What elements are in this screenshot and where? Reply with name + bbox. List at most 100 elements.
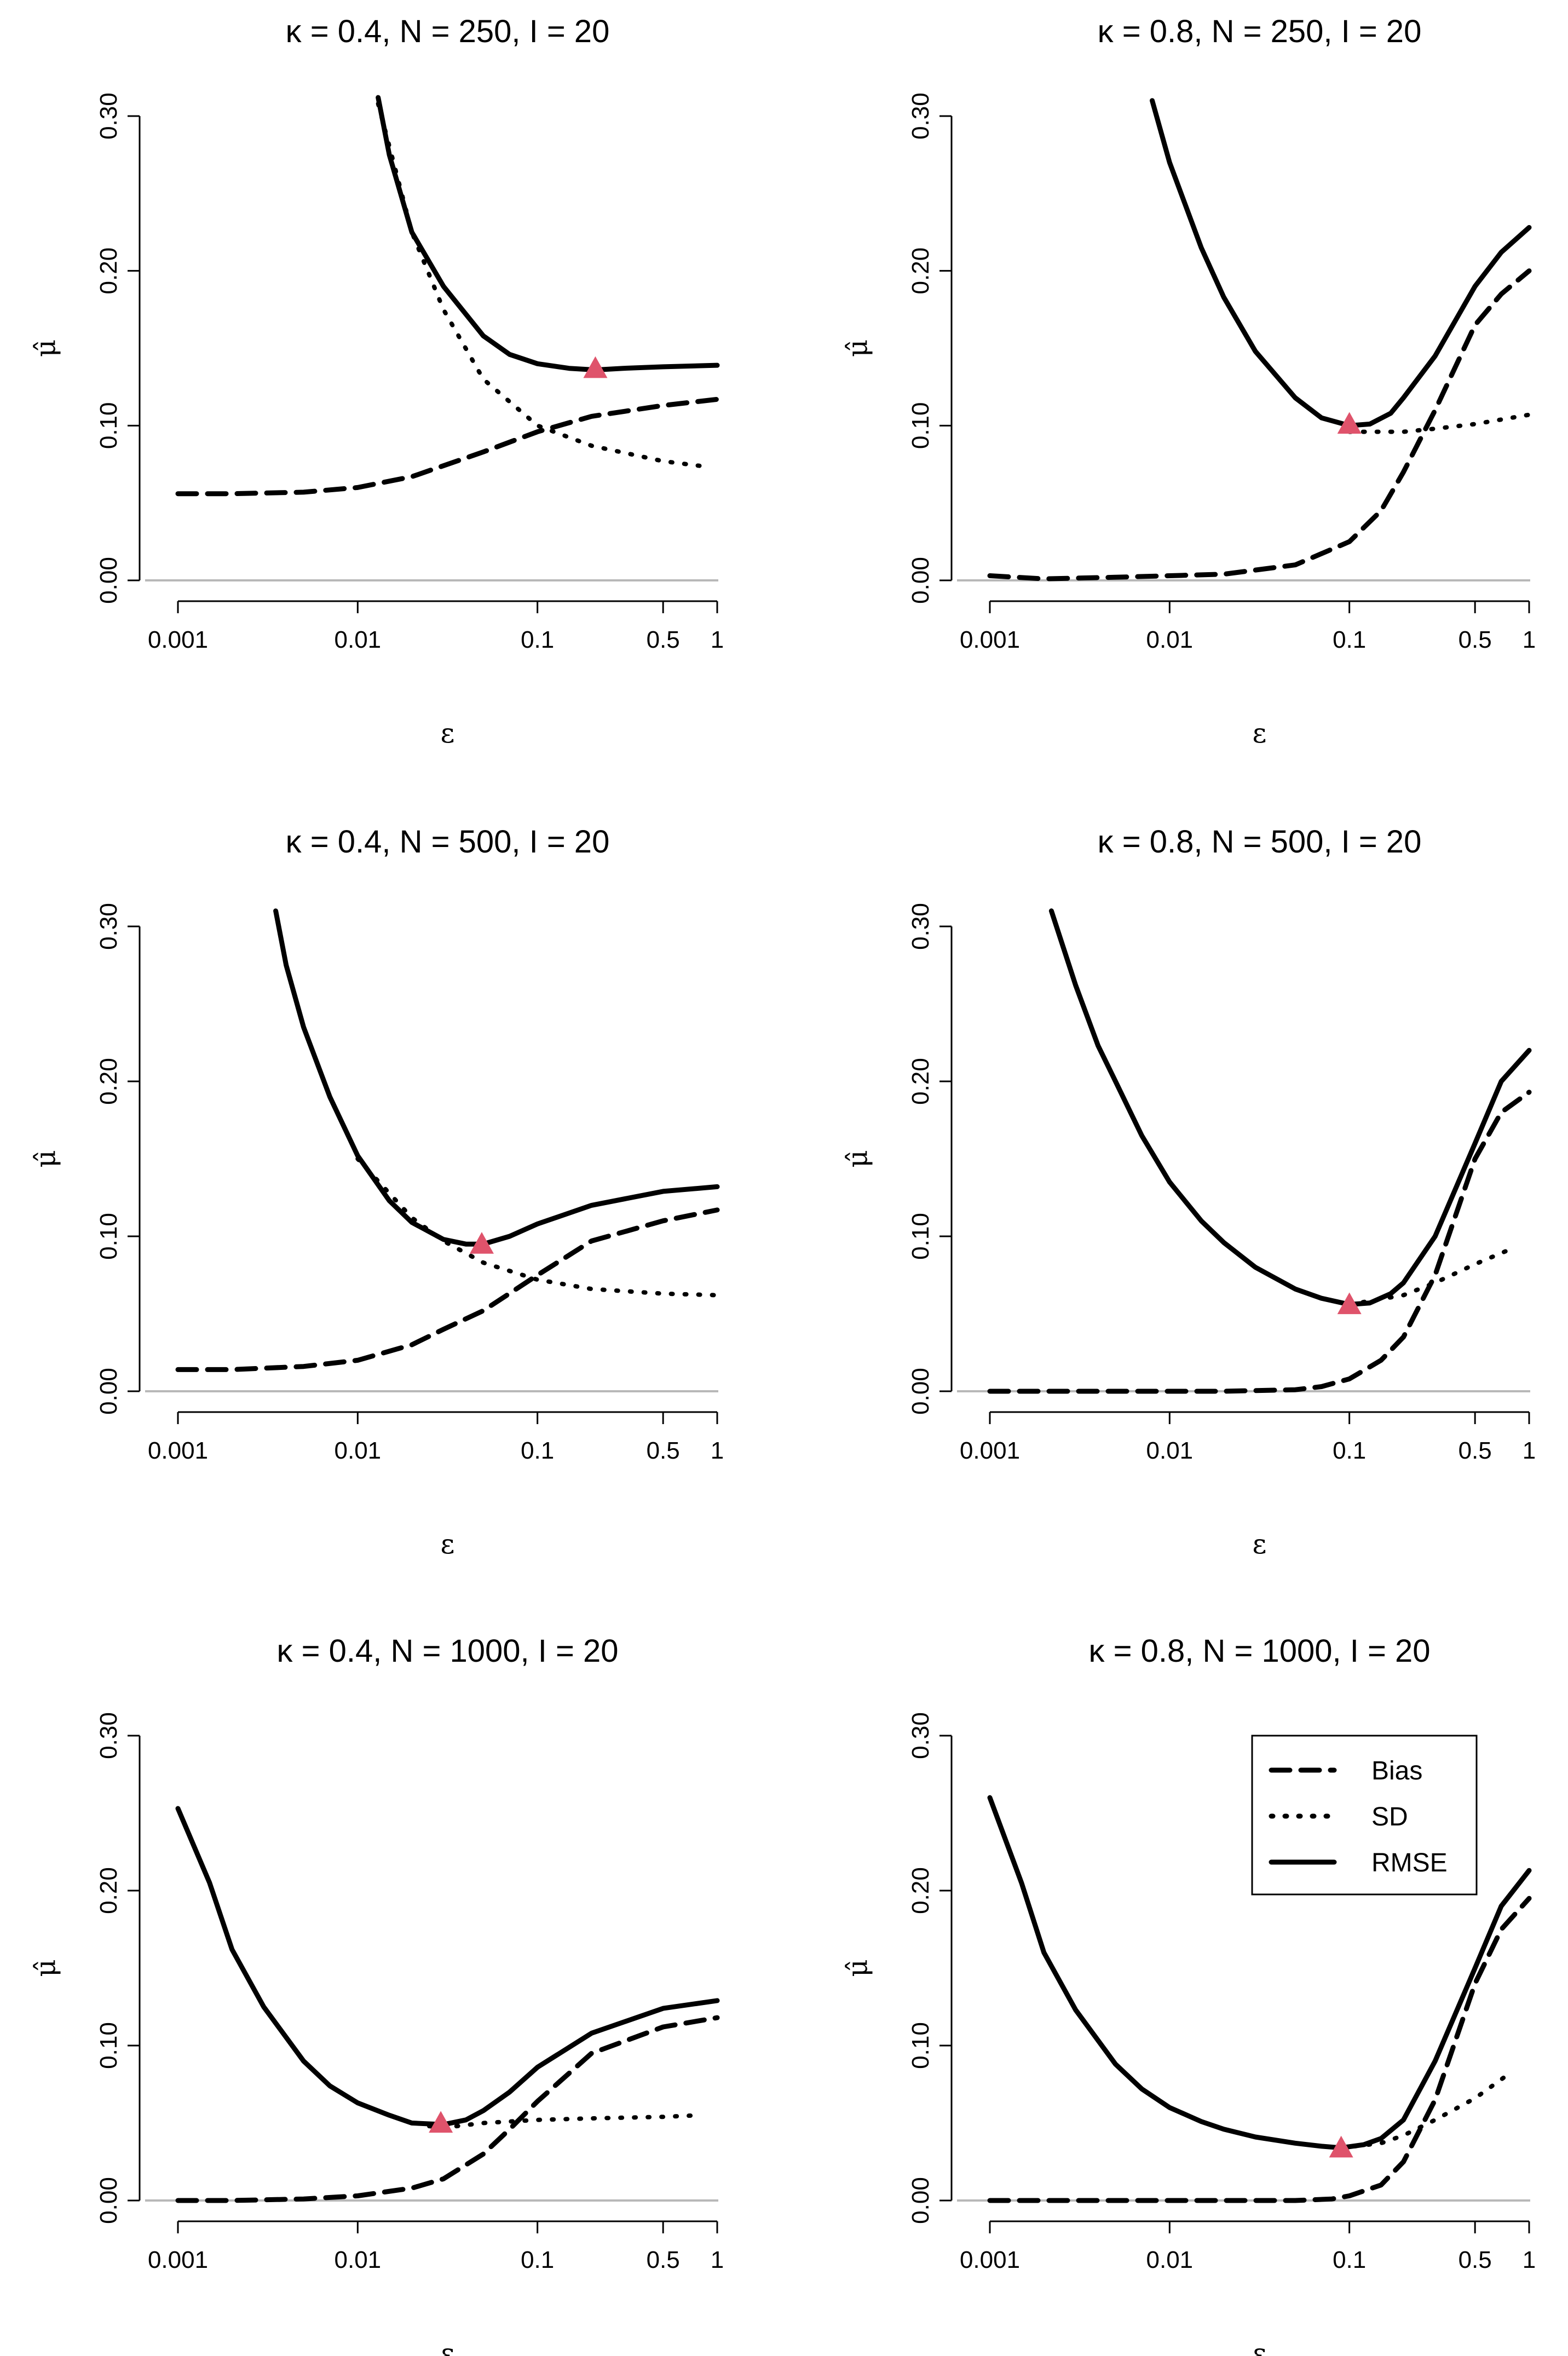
legend: Bias SD RMSE [1251, 1735, 1478, 1896]
y-axis-label: μ̂ [30, 1959, 61, 1977]
series-sd-line [1339, 2070, 1514, 2150]
x-tick-label: 0.001 [148, 2246, 208, 2273]
series-rmse-line [273, 908, 720, 1247]
x-axis-label: ε [441, 717, 455, 749]
x-tick-label: 0.5 [647, 1437, 680, 1464]
x-axis-label: ε [441, 1528, 455, 1560]
y-tick-label: 0.30 [907, 1712, 934, 1759]
x-axis-label: ε [1253, 2337, 1267, 2356]
series-bias-line [987, 268, 1532, 581]
x-tick-label: 0.1 [1333, 1437, 1366, 1464]
series-sd-line [355, 1156, 719, 1298]
x-tick-label: 0.5 [1459, 1437, 1492, 1464]
y-tick-label: 0.30 [95, 93, 122, 140]
y-tick-label: 0.00 [907, 557, 934, 604]
y-tick-label: 0.30 [907, 93, 934, 140]
y-tick-label: 0.10 [907, 1213, 934, 1260]
x-tick-label: 0.001 [960, 626, 1020, 653]
x-tick-label: 0.001 [960, 1437, 1020, 1464]
chart-panel-2: κ = 0.8, N = 250, I = 20 0.00 0.10 0.20 0.30… [841, 14, 1536, 749]
y-tick-label: 0.20 [907, 1867, 934, 1914]
x-tick-label: 0.01 [1146, 626, 1194, 653]
chart-title: κ = 0.8, N = 1000, I = 20 [1089, 1633, 1431, 1669]
y-tick-label: 0.10 [95, 402, 122, 450]
x-tick-label: 0.1 [521, 1437, 554, 1464]
legend-sd-label: SD [1371, 1802, 1408, 1831]
series-rmse-line [1048, 908, 1532, 1307]
x-tick-label: 1 [1523, 2246, 1536, 2273]
series-rmse-line [376, 95, 720, 373]
chart-title: κ = 0.8, N = 250, I = 20 [1098, 14, 1422, 49]
y-tick-label: 0.20 [907, 247, 934, 295]
y-tick-label: 0.00 [95, 1368, 122, 1415]
legend-box [1251, 1735, 1478, 1896]
x-tick-label: 0.001 [148, 626, 208, 653]
x-tick-label: 0.01 [1146, 1437, 1194, 1464]
x-tick-label: 0.01 [335, 2246, 382, 2273]
y-tick-label: 0.20 [907, 1058, 934, 1105]
legend-rmse-label: RMSE [1371, 1848, 1448, 1877]
x-axis-label: ε [1253, 1528, 1267, 1560]
series-sd-line [376, 101, 702, 468]
y-tick-label: 0.10 [907, 2022, 934, 2069]
x-tick-label: 0.5 [1459, 2246, 1492, 2273]
series-sd-line [1347, 1246, 1514, 1307]
x-tick-label: 1 [711, 626, 724, 653]
y-axis-label: μ̂ [841, 1959, 873, 1977]
optimum-marker [583, 356, 608, 378]
y-axis-label: μ̂ [30, 1150, 61, 1168]
x-tick-label: 0.1 [521, 2246, 554, 2273]
series-bias-line [175, 2015, 720, 2203]
series-bias-line [987, 1090, 1532, 1394]
series-bias-line [175, 1207, 720, 1372]
x-axis-label: ε [1253, 717, 1267, 749]
chart-title: κ = 0.4, N = 250, I = 20 [286, 14, 610, 49]
y-axis-label: μ̂ [841, 1150, 873, 1168]
x-tick-label: 1 [1523, 626, 1536, 653]
x-tick-label: 0.5 [647, 2246, 680, 2273]
x-tick-label: 0.5 [1459, 626, 1492, 653]
series-rmse-line [175, 1806, 720, 2127]
x-tick-label: 0.01 [335, 1437, 382, 1464]
chart-panel-4: κ = 0.8, N = 500, I = 20 0.00 0.10 0.20 0.30… [841, 824, 1536, 1560]
x-tick-label: 0.01 [1146, 2246, 1194, 2273]
x-tick-label: 1 [711, 2246, 724, 2273]
chart-title: κ = 0.4, N = 500, I = 20 [286, 824, 610, 860]
x-axis-label: ε [441, 2337, 455, 2356]
x-tick-label: 1 [711, 1437, 724, 1464]
y-tick-label: 0.10 [95, 1213, 122, 1260]
series-bias-line [175, 396, 720, 497]
x-tick-label: 0.1 [521, 626, 554, 653]
y-tick-label: 0.00 [907, 2177, 934, 2224]
chart-panel-6: κ = 0.8, N = 1000, I = 20 0.00 0.10 0.20 0.3… [841, 1633, 1536, 2356]
optimum-marker [1329, 2135, 1353, 2158]
legend-bias-label: Bias [1371, 1756, 1422, 1785]
chart-panel-3: κ = 0.4, N = 500, I = 20 0.00 0.10 0.20 0.30… [30, 824, 724, 1560]
x-tick-label: 0.001 [148, 1437, 208, 1464]
y-tick-label: 0.20 [95, 247, 122, 295]
y-tick-label: 0.20 [95, 1867, 122, 1914]
y-tick-label: 0.30 [95, 903, 122, 950]
y-tick-label: 0.00 [95, 557, 122, 604]
chart-panel-5: κ = 0.4, N = 1000, I = 20 0.00 0.10 0.20 0.3… [30, 1633, 724, 2356]
chart-title: κ = 0.8, N = 500, I = 20 [1098, 824, 1422, 860]
y-tick-label: 0.00 [907, 1368, 934, 1415]
y-tick-label: 0.30 [95, 1712, 122, 1759]
chart-title: κ = 0.4, N = 1000, I = 20 [277, 1633, 619, 1669]
series-rmse-line [987, 1795, 1532, 2151]
x-tick-label: 0.01 [335, 626, 382, 653]
x-tick-label: 1 [1523, 1437, 1536, 1464]
x-tick-label: 0.1 [1333, 626, 1366, 653]
y-tick-label: 0.20 [95, 1058, 122, 1105]
optimum-marker [469, 1232, 494, 1254]
x-tick-label: 0.5 [647, 626, 680, 653]
series-bias-line [987, 1896, 1532, 2203]
optimum-marker [1337, 1292, 1362, 1315]
x-tick-label: 0.1 [1333, 2246, 1366, 2273]
y-tick-label: 0.30 [907, 903, 934, 950]
optimum-marker [429, 2111, 453, 2133]
chart-panel-1: κ = 0.4, N = 250, I = 20 0.00 0.10 0.20 0.30… [30, 14, 724, 749]
series-rmse-line [1150, 98, 1532, 428]
y-tick-label: 0.00 [95, 2177, 122, 2224]
